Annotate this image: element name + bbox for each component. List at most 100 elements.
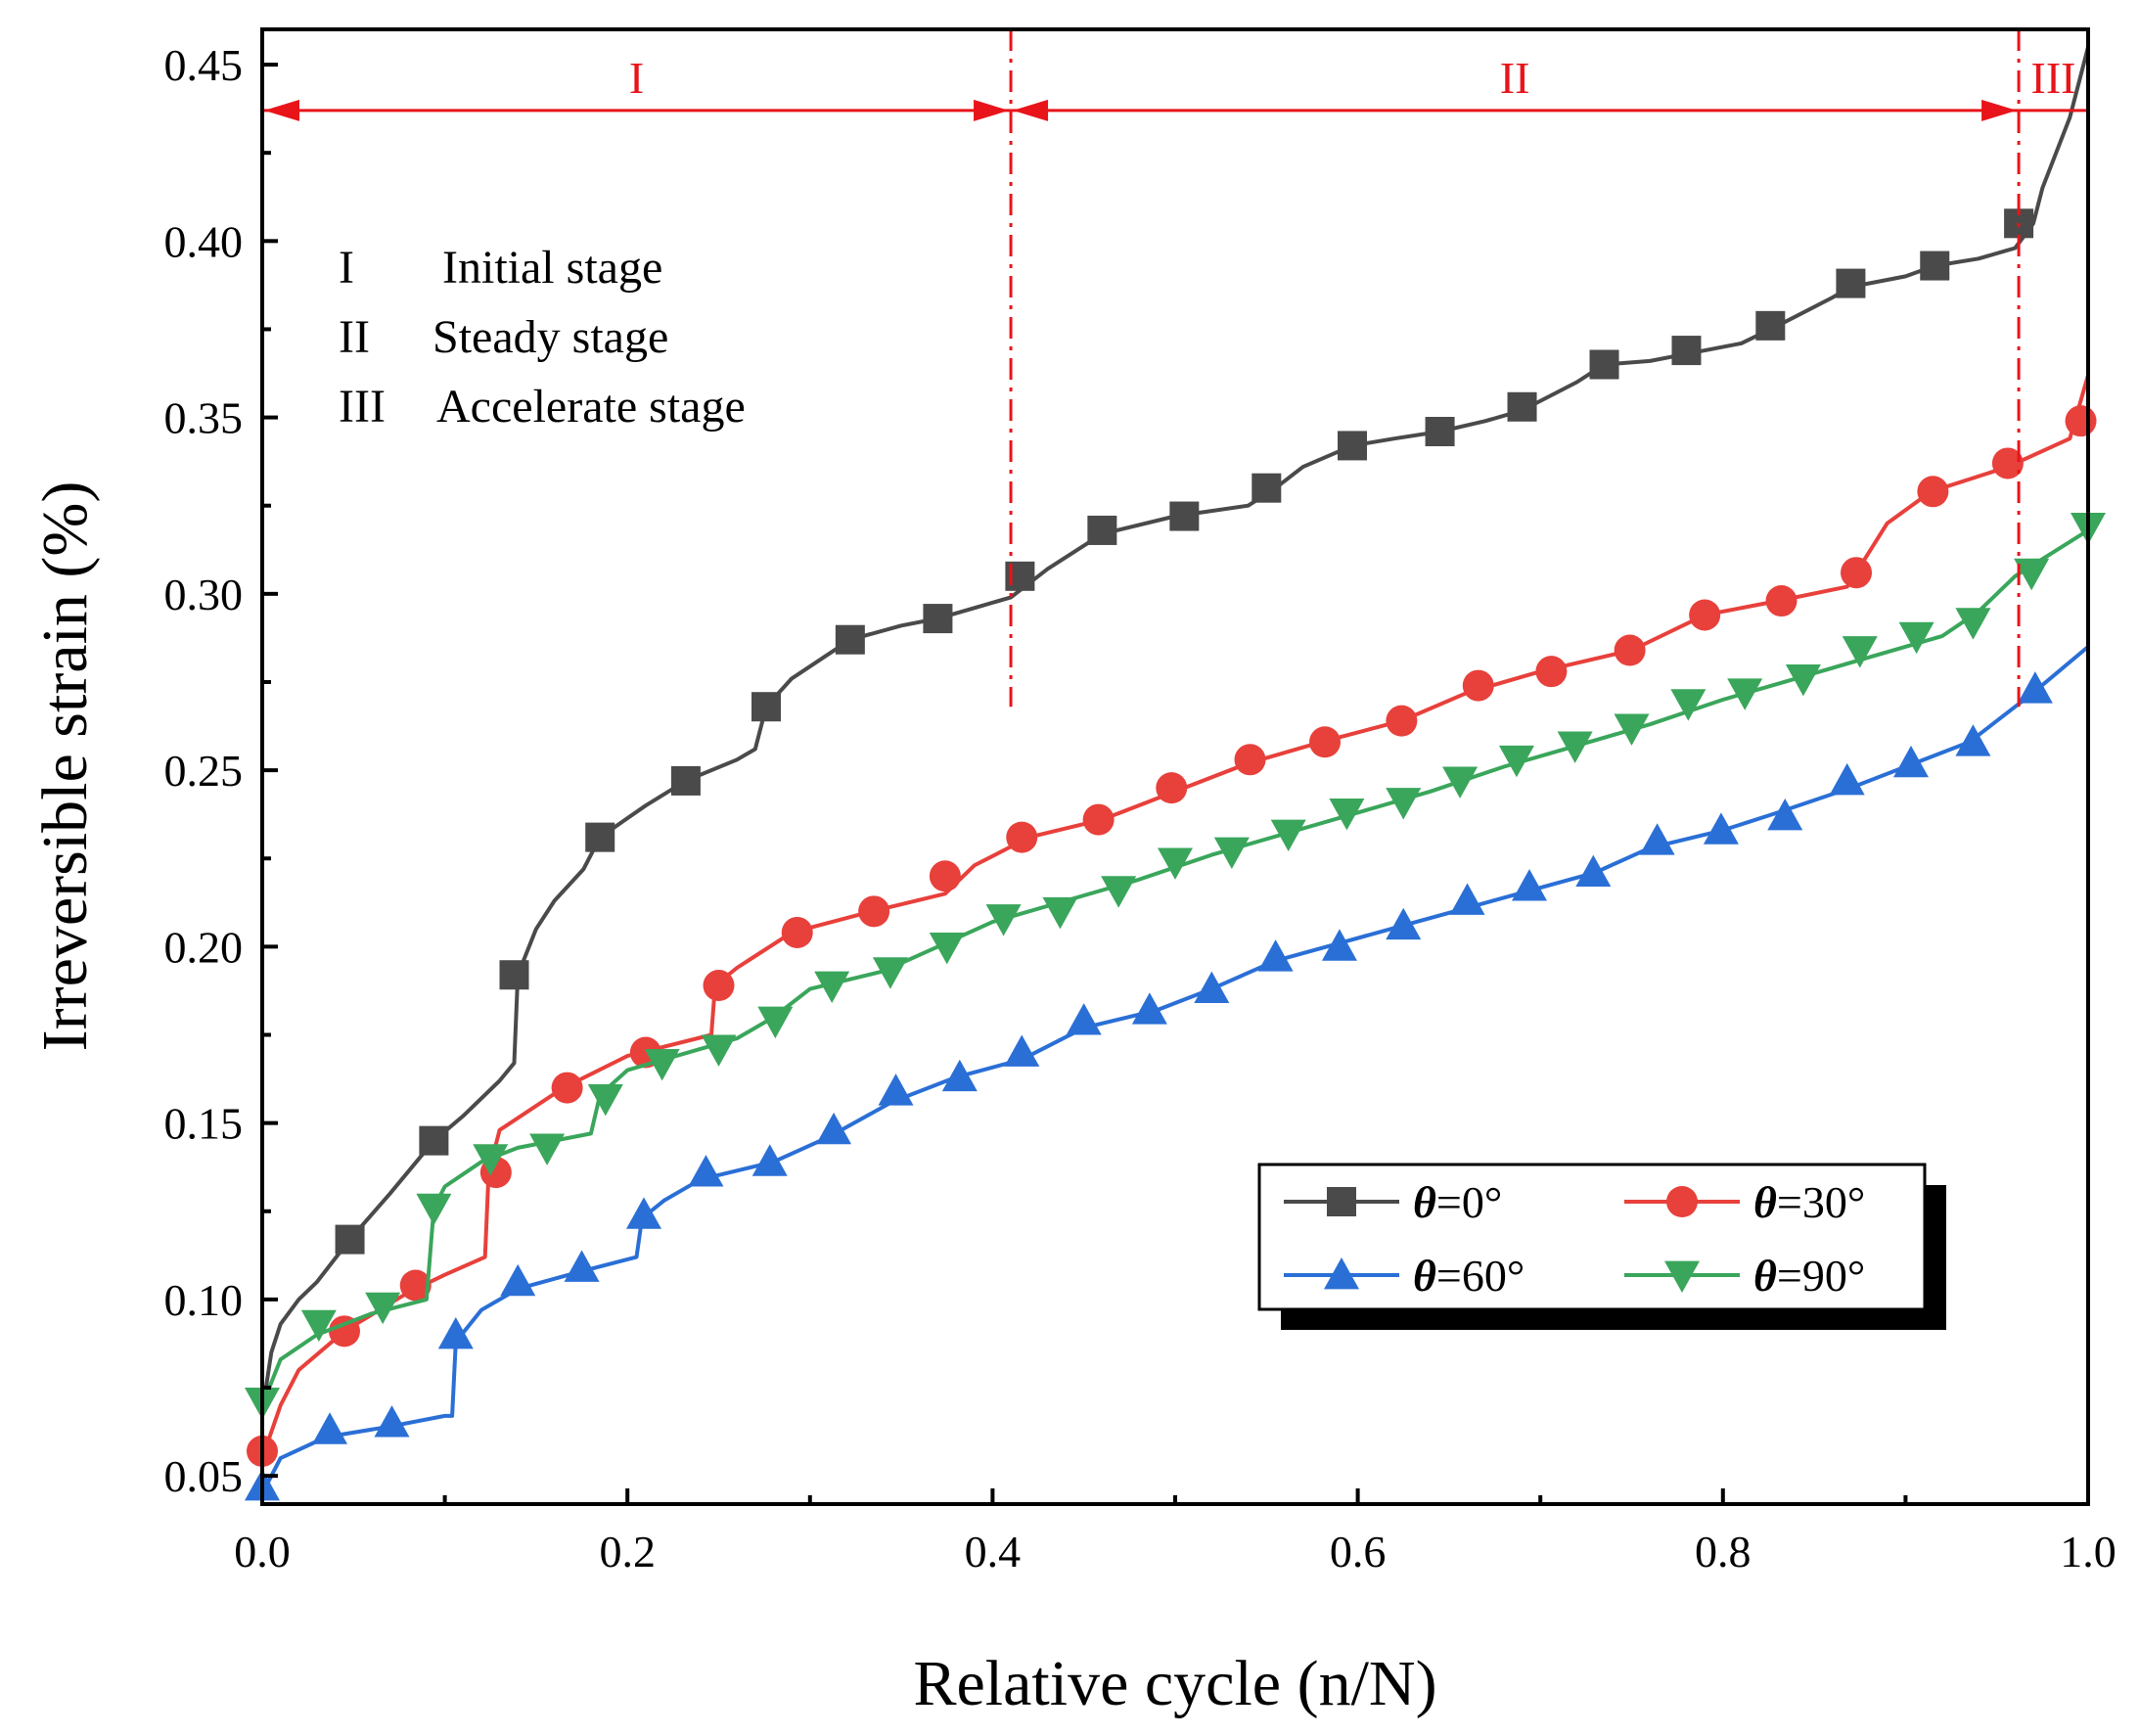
stage-label-2: III [2031,53,2076,103]
series-1-point-14 [1309,726,1342,758]
series-2-point-15 [1194,971,1230,1004]
series-1-point-18 [1614,634,1646,666]
legend-symbol-0: θ [1413,1177,1436,1227]
series-1-point-24 [2065,405,2097,437]
series-2-point-17 [1321,929,1357,961]
stage-roman-1: I [339,242,354,294]
legend-label-2: θ=60° [1413,1251,1525,1301]
series-3-point-10 [814,971,850,1004]
series-1-point-21 [1841,557,1873,589]
series-2-point-7 [688,1155,724,1187]
series-3-point-26 [1727,678,1763,710]
stage-bracket-0: I [262,53,1012,121]
series-3-point-1 [300,1309,337,1343]
legend-entry-0: θ=0° [1284,1177,1502,1227]
series-1-point-10 [1006,821,1038,853]
series-1-point-16 [1462,669,1494,702]
legend-entry-1: θ=30° [1624,1177,1865,1227]
y-tick-label-2: 0.15 [164,1099,244,1149]
series-3-point-14 [1042,896,1078,930]
series-1-point-15 [1386,705,1418,737]
series-2-point-22 [1639,823,1675,855]
series-0-point-1 [419,1125,449,1156]
legend-label-0: θ=0° [1413,1177,1502,1227]
series-1-point-23 [1991,447,2024,480]
stage-label-0: I [629,53,644,103]
stage-annotations: I Initial stage II Steady stage III Acce… [339,242,746,433]
legend-value-2: =60° [1436,1251,1525,1301]
series-2-point-19 [1449,883,1485,915]
series-2-point-3 [437,1316,474,1349]
legend-marker-2 [1324,1257,1359,1290]
series-3-point-11 [872,957,908,989]
series-3-point-31 [2014,558,2050,591]
series-2-point-28 [2017,671,2053,704]
series-3-point-8 [701,1034,737,1067]
series-0-point-3 [585,822,615,852]
stage-desc-3: Accelerate stage [436,381,746,433]
legend-symbol-1: θ [1753,1177,1777,1227]
series-1-point-6 [703,970,735,1002]
stage-layer: I II III [262,29,2088,708]
y-tick-label-4: 0.25 [164,746,244,796]
y-axis-label: Irreversible strain (%) [29,481,101,1052]
series-3-point-24 [1614,713,1650,746]
series-0-point-16 [1671,336,1702,366]
legend-items: θ=0° θ=30°θ=60° θ=90° [1284,1177,1865,1301]
series-3-point-21 [1442,766,1479,799]
x-tick-label-4: 0.8 [1695,1527,1752,1576]
stage-roman-3: III [339,381,386,433]
stage-bracket-1: II [1011,53,2020,121]
x-tick-label-0: 0.0 [234,1527,291,1576]
legend-box [1257,1163,1927,1311]
series-2-point-18 [1386,907,1422,940]
series-0-point-7 [923,604,953,634]
y-tick-label-6: 0.35 [164,393,244,443]
legend-symbol-2: θ [1413,1251,1436,1301]
series-1-point-20 [1765,585,1798,617]
series-3-point-2 [365,1292,401,1325]
stage-label-1: II [1500,53,1530,103]
series-1-point-13 [1234,744,1266,776]
series-1-point-8 [858,895,890,928]
series-0-point-10 [1169,501,1200,531]
series-2-point-21 [1575,854,1612,888]
series-3-point-28 [1842,636,1878,668]
legend-entry-2: θ=60° [1284,1251,1525,1301]
y-tick-label-7: 0.40 [164,216,244,266]
series-2-point-25 [1829,762,1865,796]
series-2-point-11 [941,1059,978,1092]
y-tick-label-3: 0.20 [164,922,244,972]
stage-arrowhead-right-1 [1981,99,2018,121]
x-tick-label-5: 1.0 [2060,1527,2116,1576]
series-2-point-5 [564,1250,600,1282]
stage-bracket-2: III [2019,53,2088,113]
series-3-point-23 [1557,731,1593,763]
y-tick-label-1: 0.10 [164,1275,244,1325]
series-0-point-15 [1589,349,1619,380]
series-2-point-26 [1892,745,1929,778]
series-0-point-19 [1920,251,1950,281]
x-tick-label-3: 0.6 [1330,1527,1387,1576]
series-3-point-3 [416,1193,452,1226]
series-2-point-16 [1257,939,1294,972]
stage-desc-1: Initial stage [442,242,662,294]
legend-label-1: θ=30° [1753,1177,1865,1227]
legend: θ=0° θ=30°θ=60° θ=90° [1257,1163,1946,1330]
series-3-point-17 [1213,837,1250,870]
series-2-point-10 [878,1074,914,1106]
y-tick-label-5: 0.30 [164,570,244,619]
series-0-point-13 [1425,417,1455,446]
legend-entry-3: θ=90° [1624,1251,1865,1301]
series-3-point-20 [1386,788,1422,820]
x-axis-label: Relative cycle (n/N) [913,1648,1436,1719]
series-3-point-30 [1955,608,1991,640]
axis-layer: 0.0 0.2 0.4 0.6 0.8 1.0 0.05 0.10 0.15 0.20 0.25 0.… [164,40,2116,1576]
series-0 [260,46,2090,1413]
series-0-point-18 [1836,268,1866,298]
series-3-point-22 [1498,745,1534,778]
series-3-point-27 [1785,663,1821,697]
series-1-point-7 [781,916,813,948]
series-2-point-4 [500,1263,536,1297]
